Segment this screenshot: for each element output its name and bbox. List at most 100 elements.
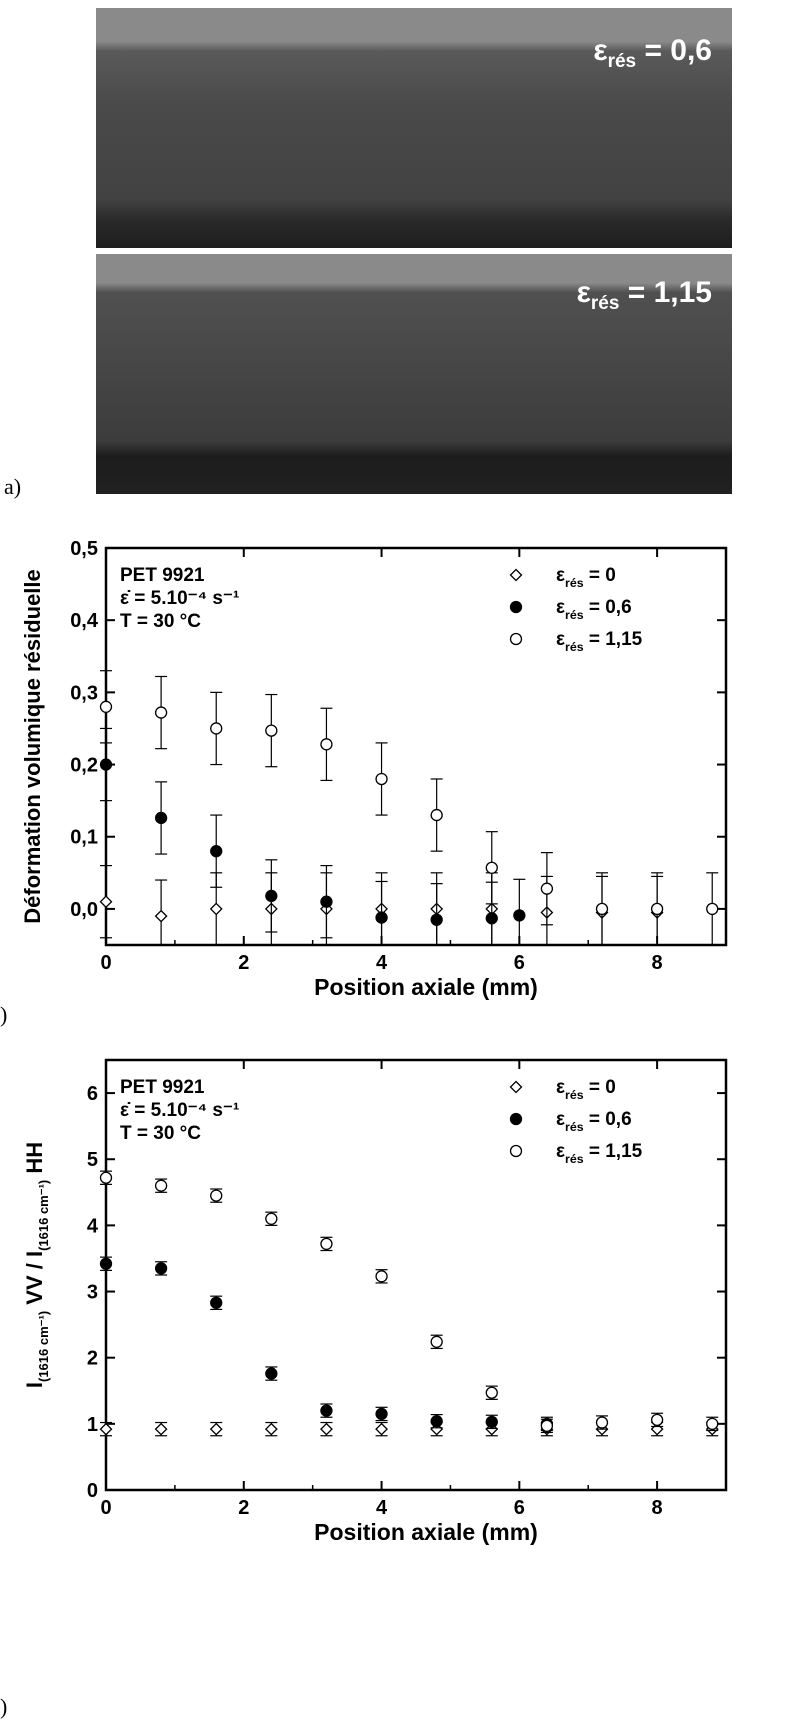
chart1-point-open: [154, 706, 168, 719]
chart2-point-filled: [485, 1415, 498, 1429]
chart2-ytick-label: 6: [87, 1083, 98, 1105]
chart1-ytick-label: 0,0: [70, 899, 98, 921]
chart2-point-open: [650, 1413, 664, 1427]
chart1-point-diamond: [320, 902, 333, 916]
chart2-point-diamond: [430, 1422, 444, 1436]
chart2-point-diamond: [650, 1422, 664, 1436]
panel-label-b: ): [0, 1002, 8, 1027]
chart1-point-diamond: [430, 902, 444, 916]
chart2-annotation: PET 9921: [120, 1077, 205, 1098]
chart2-legend-marker: [509, 1112, 523, 1126]
chart1-point-open: [210, 722, 223, 735]
chart2-point-diamond: [99, 1422, 113, 1436]
chart2-legend-label: εrés = 1,15: [556, 1141, 643, 1166]
chart2-annotation: ε̇ = 5.10⁻⁴ s⁻¹: [120, 1100, 239, 1121]
chart1-point-filled: [375, 911, 388, 924]
chart2-point-open: [320, 1237, 333, 1251]
chart2-point-filled: [154, 1262, 168, 1275]
chart1-point-open: [706, 902, 719, 916]
chart2-point-filled: [210, 1296, 223, 1309]
chart2-point-open: [154, 1179, 168, 1192]
chart2-annotation: T = 30 °C: [120, 1123, 201, 1144]
chart2-point-filled: [375, 1407, 388, 1421]
photo-top-label: εrés = 0,6: [593, 34, 712, 72]
chart2-point-diamond: [485, 1422, 499, 1436]
chart2-xtick-label: 4: [376, 1497, 388, 1519]
chart2-xlabel: Position axiale (mm): [314, 1519, 538, 1545]
chart1-point-diamond: [650, 906, 664, 919]
chart2-point-open: [265, 1212, 278, 1225]
chart1-point-diamond: [209, 902, 223, 916]
chart2-point-diamond: [375, 1422, 388, 1436]
chart2-xtick-label: 0: [100, 1497, 111, 1519]
chart2-xtick-label: 6: [514, 1497, 525, 1519]
chart1-point-diamond: [375, 902, 388, 916]
chart1-xtick-label: 0: [100, 952, 111, 974]
chart2-point-filled: [320, 1404, 333, 1417]
chart1-annotation: T = 30 °C: [120, 611, 201, 632]
chart1-legend-label: εrés = 0,6: [556, 597, 632, 622]
chart2-point-filled: [430, 1415, 443, 1428]
panel-label-a: a): [4, 474, 22, 499]
chart1-point-open: [99, 700, 113, 713]
photo-top: εrés = 0,6: [96, 8, 732, 248]
chart2-point-open: [706, 1417, 719, 1430]
chart1-point-open: [265, 724, 278, 737]
chart1-point-filled: [99, 758, 113, 771]
chart1-point-filled: [265, 889, 278, 903]
chart1-annotation: PET 9921: [120, 565, 205, 586]
chart1-xlabel: Position axiale (mm): [314, 974, 538, 1000]
chart1-point-diamond: [99, 895, 113, 909]
chart1-point-diamond: [595, 906, 609, 919]
chart1-legend-marker: [509, 632, 523, 646]
chart2-point-open: [210, 1189, 223, 1202]
chart2-point-diamond: [705, 1422, 719, 1436]
chart2-point-diamond: [595, 1422, 609, 1436]
chart1-ylabel: Déformation volumique résiduelle: [20, 569, 45, 924]
chart2-point-diamond: [264, 1422, 278, 1436]
chart2-legend-marker: [509, 1080, 523, 1094]
chart2-legend-label: εrés = 0,6: [556, 1109, 632, 1134]
chart1-xtick-label: 6: [514, 952, 525, 974]
chart1-legend-marker: [509, 568, 523, 582]
chart2-ytick-label: 3: [87, 1282, 98, 1304]
chart2-legend-marker: [509, 1144, 523, 1158]
chart1-frame: [104, 546, 728, 947]
chart2-point-open: [485, 1386, 498, 1399]
chart1-point-diamond: [264, 902, 278, 916]
chart2-point-filled: [540, 1417, 554, 1430]
chart2-ytick-label: 4: [87, 1215, 99, 1237]
chart1-point-filled: [485, 912, 498, 925]
chart1-legend-marker: [509, 600, 523, 614]
chart1-point-filled: [320, 895, 333, 908]
chart2-xtick-label: 8: [652, 1497, 663, 1519]
chart1-point-diamond: [540, 906, 554, 919]
chart2-ytick-label: 1: [87, 1414, 98, 1436]
chart2-point-open: [430, 1335, 443, 1348]
chart1-ytick-label: 0,3: [70, 682, 98, 704]
chart2-ytick-label: 2: [87, 1348, 98, 1370]
chart1-xtick-label: 2: [238, 952, 249, 974]
chart2-point-open: [595, 1416, 609, 1429]
chart1-point-open: [595, 902, 609, 916]
chart1-point-open: [430, 808, 443, 822]
chart1-point-open: [485, 861, 498, 874]
chart2-legend-label: εrés = 0: [556, 1077, 616, 1102]
chart2-point-filled: [265, 1367, 278, 1380]
chart1-ytick-label: 0,4: [70, 610, 99, 632]
chart1-ytick-label: 0,5: [70, 538, 98, 560]
chart2-point-open: [540, 1419, 554, 1432]
chart2-ylabel: I(1616 cm⁻¹) VV / I(1616 cm⁻¹) HH: [22, 1142, 51, 1388]
chart1-legend-label: εrés = 0: [556, 565, 616, 590]
chart1-point-open: [650, 902, 664, 916]
chart1-point-filled: [513, 909, 526, 922]
chart1-ytick-label: 0,1: [70, 827, 98, 849]
chart1-point-open: [375, 772, 388, 786]
photo-bottom: εrés = 1,15: [96, 254, 732, 494]
chart1-point-filled: [154, 811, 168, 825]
chart2-point-open: [99, 1171, 113, 1184]
chart2-point-diamond: [320, 1422, 333, 1436]
chart1-annotation: ε̇ = 5.10⁻⁴ s⁻¹: [120, 588, 239, 609]
chart2-point-diamond: [154, 1422, 168, 1436]
chart1-point-filled: [210, 845, 223, 858]
